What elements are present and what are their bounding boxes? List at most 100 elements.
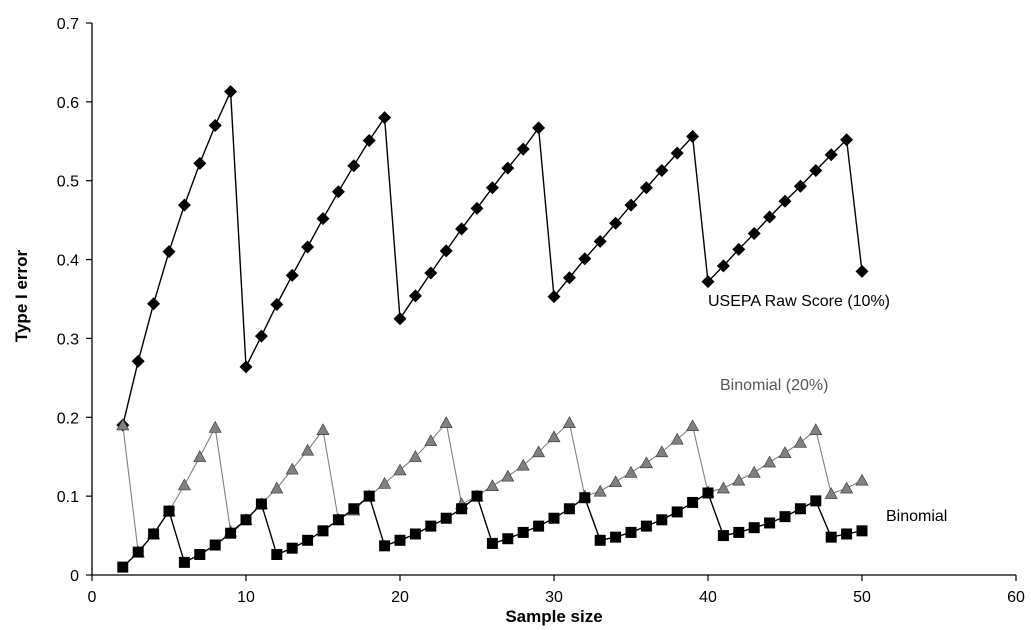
y-tick-label: 0.1 (57, 489, 79, 506)
triangle-marker (208, 420, 222, 433)
square-marker (394, 534, 406, 546)
x-tick-label: 60 (1007, 589, 1025, 606)
triangle-marker (855, 473, 869, 486)
square-marker (132, 546, 144, 558)
square-marker (825, 531, 837, 543)
diamond-marker (840, 133, 854, 147)
y-axis-title: Type I error (12, 249, 31, 342)
square-marker (317, 525, 329, 537)
square-marker (440, 512, 452, 524)
diamond-marker (639, 181, 653, 195)
diamond-marker (547, 290, 561, 304)
square-marker (148, 528, 160, 540)
series-label-binomial-20: Binomial (20%) (720, 377, 828, 394)
diamond-marker (562, 271, 576, 285)
triangle-marker (193, 450, 207, 462)
diamond-marker (593, 234, 607, 248)
diamond-marker (270, 298, 284, 312)
square-marker (594, 534, 606, 546)
square-marker (240, 514, 252, 526)
diamond-marker (177, 198, 191, 212)
series-line (122, 91, 863, 426)
square-marker (671, 506, 683, 518)
square-marker (471, 490, 483, 502)
y-tick-label: 0.5 (57, 174, 79, 191)
square-marker (841, 528, 853, 540)
square-marker (178, 556, 190, 568)
triangle-marker (624, 465, 638, 478)
triangle-marker (301, 443, 315, 456)
x-tick-label: 50 (853, 589, 871, 606)
diamond-marker (624, 198, 638, 212)
triangle-marker (424, 434, 438, 447)
diamond-marker (455, 222, 469, 236)
triangle-marker (824, 487, 838, 499)
square-marker (856, 525, 868, 537)
series-2 (117, 487, 868, 573)
triangle-marker (686, 419, 700, 432)
diamond-marker (224, 85, 238, 99)
triangle-marker (485, 479, 499, 491)
square-marker (332, 514, 344, 526)
diamond-marker (208, 119, 222, 133)
triangle-marker (778, 446, 792, 458)
triangle-marker (763, 455, 777, 468)
triangle-marker (562, 416, 576, 428)
diamond-marker (716, 259, 730, 273)
square-marker (625, 526, 637, 538)
square-marker (733, 526, 745, 538)
diamond-marker (578, 252, 592, 266)
y-tick-label: 0.4 (57, 253, 79, 270)
square-marker (764, 517, 776, 529)
diamond-marker (701, 275, 715, 289)
diamond-marker (301, 240, 315, 254)
diamond-marker (378, 111, 392, 125)
square-marker (548, 512, 560, 524)
triangle-marker (639, 456, 653, 469)
triangle-marker (840, 481, 854, 494)
square-marker (409, 528, 421, 540)
triangle-marker (501, 469, 515, 482)
diamond-marker (501, 161, 515, 175)
triangle-marker (439, 416, 453, 428)
diamond-marker (316, 212, 330, 226)
diamond-marker (393, 312, 407, 326)
diamond-marker (778, 194, 792, 208)
triangle-marker (270, 481, 284, 494)
diamond-marker (162, 245, 176, 259)
triangle-marker (609, 475, 623, 488)
triangle-marker (547, 430, 561, 443)
square-marker (194, 548, 206, 560)
diamond-marker (763, 210, 777, 224)
y-tick-label: 0.3 (57, 331, 79, 348)
diamond-marker (747, 227, 761, 241)
diamond-marker (147, 297, 161, 311)
diamond-marker (609, 216, 623, 230)
x-tick-label: 30 (545, 589, 563, 606)
square-marker (517, 526, 529, 538)
diamond-marker (254, 329, 268, 343)
square-marker (302, 534, 314, 546)
diamond-marker (809, 163, 823, 177)
triangle-marker (809, 423, 823, 436)
diamond-marker (470, 201, 484, 215)
triangle-marker (516, 458, 530, 471)
triangle-marker (793, 435, 807, 448)
triangle-marker (177, 478, 191, 491)
diamond-marker (655, 163, 669, 177)
triangle-marker (655, 445, 669, 458)
square-marker (456, 503, 468, 515)
square-marker (563, 503, 575, 515)
square-marker (656, 514, 668, 526)
square-marker (748, 522, 760, 534)
diamond-marker (732, 242, 746, 256)
diamond-marker (824, 148, 838, 162)
diamond-marker (532, 121, 546, 135)
diamond-marker (239, 360, 253, 374)
square-marker (687, 496, 699, 508)
triangle-marker (670, 432, 684, 445)
diamond-marker (193, 156, 207, 170)
diamond-marker (131, 354, 145, 368)
triangle-marker (532, 445, 546, 458)
